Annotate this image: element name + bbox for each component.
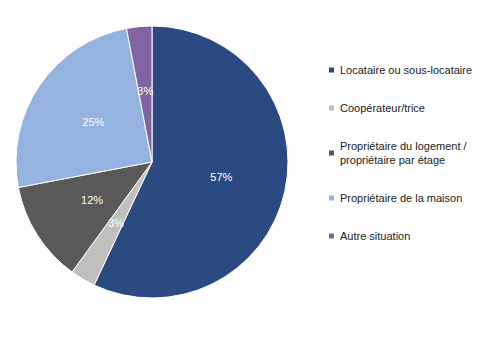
svg-text:12%: 12% [81, 194, 103, 206]
svg-text:Autre situation: Autre situation [340, 230, 410, 242]
svg-text:Propriétaire du logement /: Propriétaire du logement / [340, 140, 470, 152]
svg-text:Locataire ou sous-locataire: Locataire ou sous-locataire [340, 64, 472, 76]
svg-text:3%: 3% [108, 217, 124, 229]
svg-text:57%: 57% [210, 171, 232, 183]
svg-text:25%: 25% [82, 116, 104, 128]
svg-text:3%: 3% [137, 85, 153, 97]
svg-text:Coopérateur/trice: Coopérateur/trice [340, 102, 425, 114]
svg-text:Propriétaire de la maison: Propriétaire de la maison [340, 192, 462, 204]
svg-text:propriétaire par étage: propriétaire par étage [340, 154, 445, 166]
